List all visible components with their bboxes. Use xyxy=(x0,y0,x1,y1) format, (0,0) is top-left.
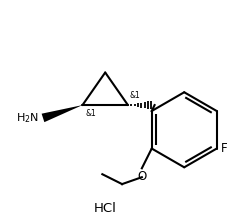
Text: &1: &1 xyxy=(130,91,141,100)
Text: O: O xyxy=(137,170,146,183)
Text: F: F xyxy=(221,142,227,155)
Text: &1: &1 xyxy=(85,109,96,118)
Polygon shape xyxy=(42,105,82,122)
Text: HCl: HCl xyxy=(94,202,117,215)
Text: H$_2$N: H$_2$N xyxy=(16,111,39,125)
